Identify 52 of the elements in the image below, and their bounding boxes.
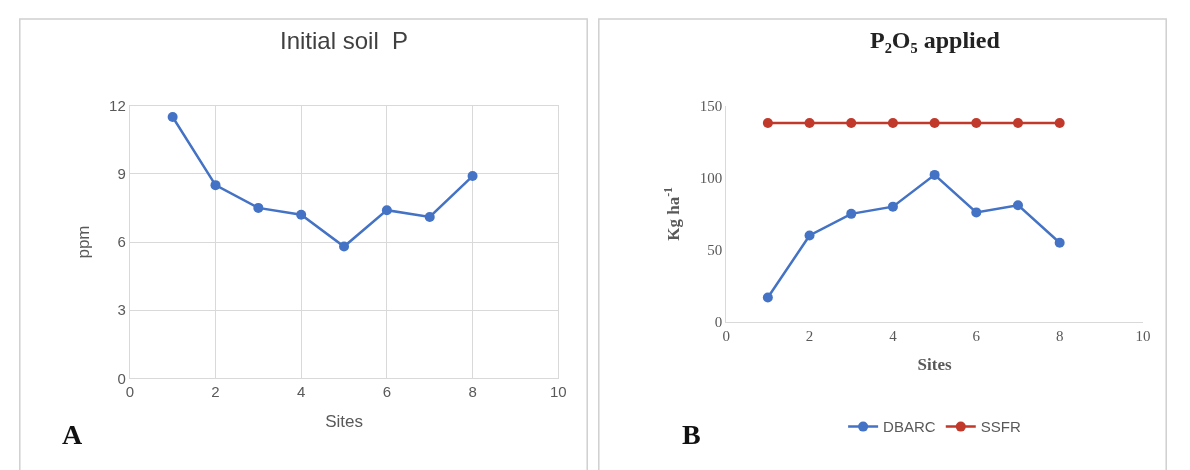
text: A	[62, 419, 83, 450]
legend-label: SSFR	[980, 418, 1021, 436]
y-tick-label: 6	[117, 233, 126, 251]
x-tick-label: 8	[1055, 328, 1064, 345]
point	[467, 171, 478, 182]
point	[381, 205, 392, 216]
point	[929, 117, 940, 128]
y-tick-label: 0	[714, 314, 723, 331]
point	[424, 211, 435, 222]
y-axis-title: ppm	[73, 225, 93, 259]
point	[296, 209, 307, 220]
point	[167, 111, 178, 122]
x-tick-label: 10	[549, 383, 567, 401]
y-tick-label: 100	[699, 170, 723, 187]
point	[846, 208, 857, 219]
chart-title: Initial soil P	[280, 27, 409, 54]
point	[929, 169, 940, 180]
x-axis-title: Sites	[325, 411, 363, 431]
x-tick-label: 2	[211, 383, 220, 401]
point	[804, 230, 815, 241]
point	[1012, 200, 1023, 211]
point	[762, 117, 773, 128]
point	[971, 117, 982, 128]
point	[887, 117, 898, 128]
x-tick-label: 4	[297, 383, 306, 401]
y-tick-label: 50	[707, 242, 723, 259]
legend-label: DBARC	[883, 418, 936, 436]
point	[1012, 117, 1023, 128]
point	[846, 117, 857, 128]
point	[804, 117, 815, 128]
text: B	[682, 419, 701, 450]
point	[1054, 237, 1065, 248]
y-tick-label: 150	[699, 97, 723, 114]
x-tick-label: 8	[468, 383, 477, 401]
y-tick-label: 12	[109, 96, 126, 114]
point	[887, 201, 898, 212]
x-tick-label: 4	[889, 328, 898, 345]
y-tick-label: 0	[117, 369, 126, 387]
x-axis-title: Sites	[917, 355, 952, 375]
point	[253, 202, 264, 213]
x-tick-label: 10	[1135, 328, 1151, 345]
x-tick-label: 2	[805, 328, 814, 345]
x-tick-label: 6	[972, 328, 981, 345]
y-tick-label: 3	[117, 301, 126, 319]
point	[210, 180, 221, 191]
point	[762, 292, 773, 303]
x-tick-label: 6	[382, 383, 392, 401]
point	[339, 241, 350, 252]
point	[1054, 117, 1065, 128]
chart-title: P₂O₅ applied	[870, 27, 1001, 53]
y-tick-label: 9	[117, 165, 126, 183]
point	[971, 207, 982, 218]
